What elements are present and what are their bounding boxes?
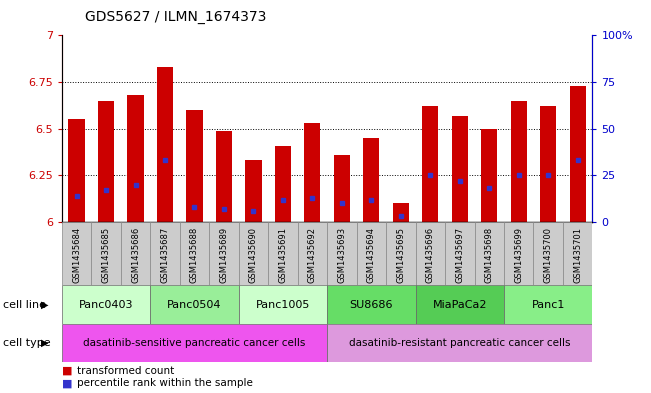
Bar <box>327 222 357 285</box>
Bar <box>62 285 150 324</box>
Text: GSM1435697: GSM1435697 <box>455 227 464 283</box>
Text: ▶: ▶ <box>41 338 49 348</box>
Bar <box>121 222 150 285</box>
Bar <box>327 324 592 362</box>
Bar <box>298 222 327 285</box>
Bar <box>128 95 144 222</box>
Text: GSM1435685: GSM1435685 <box>102 227 111 283</box>
Text: GSM1435700: GSM1435700 <box>544 227 553 283</box>
Bar <box>62 222 91 285</box>
Bar <box>415 285 504 324</box>
Text: MiaPaCa2: MiaPaCa2 <box>432 299 487 310</box>
Text: cell type: cell type <box>3 338 51 348</box>
Bar <box>533 222 563 285</box>
Bar <box>386 222 415 285</box>
Text: GSM1435696: GSM1435696 <box>426 227 435 283</box>
Text: cell line: cell line <box>3 299 46 310</box>
Text: GSM1435695: GSM1435695 <box>396 227 406 283</box>
Bar <box>510 101 527 222</box>
Text: GSM1435687: GSM1435687 <box>161 227 169 283</box>
Bar <box>186 110 202 222</box>
Bar <box>239 285 327 324</box>
Text: transformed count: transformed count <box>77 366 174 376</box>
Text: Panc0504: Panc0504 <box>167 299 222 310</box>
Text: SU8686: SU8686 <box>350 299 393 310</box>
Bar <box>415 222 445 285</box>
Bar <box>150 222 180 285</box>
Bar <box>563 222 592 285</box>
Bar <box>393 204 409 222</box>
Bar <box>68 119 85 222</box>
Bar <box>150 285 239 324</box>
Text: Panc1005: Panc1005 <box>256 299 310 310</box>
Bar <box>327 285 415 324</box>
Bar <box>209 222 239 285</box>
Text: GSM1435688: GSM1435688 <box>190 227 199 283</box>
Text: ■: ■ <box>62 378 72 388</box>
Bar <box>445 222 475 285</box>
Bar <box>357 222 386 285</box>
Bar <box>216 130 232 222</box>
Bar <box>157 67 173 222</box>
Text: GSM1435698: GSM1435698 <box>485 227 493 283</box>
Bar <box>475 222 504 285</box>
Bar <box>304 123 320 222</box>
Text: dasatinib-sensitive pancreatic cancer cells: dasatinib-sensitive pancreatic cancer ce… <box>83 338 306 348</box>
Text: GSM1435689: GSM1435689 <box>219 227 229 283</box>
Text: GSM1435693: GSM1435693 <box>337 227 346 283</box>
Bar <box>275 145 291 222</box>
Bar <box>91 222 121 285</box>
Bar <box>245 160 262 222</box>
Text: GSM1435691: GSM1435691 <box>279 227 287 283</box>
Text: Panc0403: Panc0403 <box>79 299 133 310</box>
Bar <box>98 101 114 222</box>
Text: GSM1435699: GSM1435699 <box>514 227 523 283</box>
Bar <box>481 129 497 222</box>
Text: GSM1435692: GSM1435692 <box>308 227 317 283</box>
Text: percentile rank within the sample: percentile rank within the sample <box>77 378 253 388</box>
Bar <box>268 222 298 285</box>
Bar <box>62 324 327 362</box>
Text: GSM1435684: GSM1435684 <box>72 227 81 283</box>
Bar <box>180 222 209 285</box>
Text: GDS5627 / ILMN_1674373: GDS5627 / ILMN_1674373 <box>85 10 266 24</box>
Text: GSM1435690: GSM1435690 <box>249 227 258 283</box>
Bar <box>570 86 586 222</box>
Text: GSM1435701: GSM1435701 <box>573 227 582 283</box>
Text: Panc1: Panc1 <box>531 299 565 310</box>
Text: GSM1435686: GSM1435686 <box>131 227 140 283</box>
Bar <box>334 155 350 222</box>
Bar <box>540 106 557 222</box>
Bar <box>504 222 533 285</box>
Text: GSM1435694: GSM1435694 <box>367 227 376 283</box>
Text: ■: ■ <box>62 366 72 376</box>
Text: dasatinib-resistant pancreatic cancer cells: dasatinib-resistant pancreatic cancer ce… <box>349 338 570 348</box>
Bar <box>363 138 380 222</box>
Bar <box>504 285 592 324</box>
Text: ▶: ▶ <box>41 299 49 310</box>
Bar <box>452 116 468 222</box>
Bar <box>422 106 438 222</box>
Bar <box>239 222 268 285</box>
